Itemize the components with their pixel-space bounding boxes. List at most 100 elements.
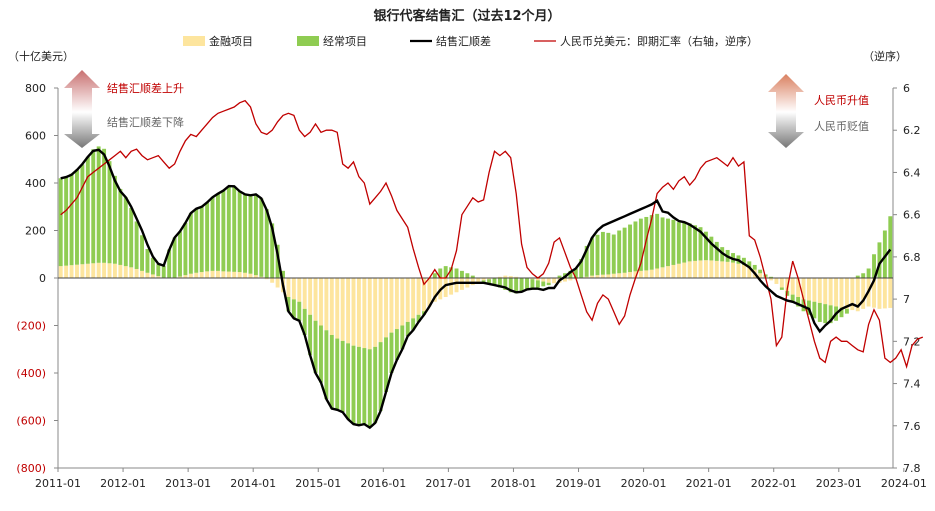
bar-financial: [373, 278, 378, 347]
legend-label-fx: 人民币兑美元：即期汇率（右轴，逆序）: [560, 34, 758, 48]
annotation-rmb: 人民币升值 人民币贬值: [768, 74, 869, 148]
bar-current: [579, 259, 584, 278]
bar-financial: [481, 278, 486, 281]
bar-financial: [91, 263, 96, 278]
bar-current: [622, 227, 627, 273]
bar-financial: [432, 278, 437, 302]
bar-financial: [823, 278, 828, 305]
bar-current: [226, 186, 231, 272]
bar-current: [346, 343, 351, 420]
bar-financial: [850, 278, 855, 311]
bar-current: [270, 223, 275, 278]
bar-current: [882, 230, 887, 278]
bar-current: [362, 348, 367, 425]
bar-current: [264, 209, 269, 278]
bar-financial: [693, 260, 698, 278]
bar-current: [508, 278, 513, 293]
bar-current: [140, 235, 144, 271]
bar-current: [319, 325, 323, 383]
arrow-up-icon: [768, 74, 804, 112]
bar-financial: [861, 278, 866, 309]
bar-financial: [834, 278, 839, 307]
bar-current: [438, 268, 443, 278]
bar-financial: [687, 261, 692, 278]
bar-current: [400, 325, 405, 350]
bar-financial: [514, 276, 519, 278]
bar-financial: [725, 261, 730, 278]
bar-financial: [774, 278, 779, 284]
bar-current: [519, 278, 524, 293]
bar-financial: [118, 264, 123, 278]
bar-current: [752, 264, 757, 270]
bar-current: [183, 222, 188, 276]
bar-financial: [205, 271, 210, 278]
bar-financial: [378, 278, 383, 343]
bar-financial: [313, 278, 318, 321]
bar-financial: [741, 264, 746, 278]
bar-current: [606, 232, 611, 275]
annotation-surplus-down: 结售汇顺差下降: [107, 115, 184, 129]
bar-current: [96, 146, 101, 263]
bar-financial: [503, 275, 508, 278]
bar-financial: [812, 278, 817, 302]
x-tick-label: 2020-01: [621, 477, 667, 490]
bar-current: [666, 218, 670, 267]
bar-current: [161, 265, 166, 278]
x-tick-label: 2018-01: [490, 477, 536, 490]
left-tick-label: (600): [16, 415, 46, 428]
bar-current: [286, 297, 291, 312]
bar-financial: [535, 278, 540, 281]
bar-current: [817, 302, 822, 322]
bar-financial: [259, 276, 264, 278]
arrow-down-icon: [768, 112, 804, 148]
bar-financial: [405, 278, 410, 322]
bar-current: [194, 208, 199, 273]
bar-financial: [112, 263, 117, 278]
bar-current: [872, 254, 876, 278]
series-fx-line: [60, 99, 924, 370]
x-tick-label: 2014-01: [230, 477, 276, 490]
bar-financial: [134, 268, 139, 278]
bar-financial: [422, 278, 426, 312]
bar-current: [828, 305, 833, 324]
left-tick-label: 200: [25, 225, 46, 238]
bar-current: [649, 215, 654, 270]
bar-current: [75, 169, 79, 265]
bar-current: [449, 267, 454, 278]
bar-financial: [183, 275, 188, 278]
bar-financial: [660, 267, 665, 278]
bar-current: [69, 173, 74, 266]
left-tick-label: (200): [16, 320, 46, 333]
bar-current: [378, 342, 383, 411]
bar-financial: [302, 278, 307, 309]
bar-current: [779, 287, 784, 290]
bar-financial: [882, 278, 887, 309]
bar-current: [514, 278, 519, 294]
bar-financial: [600, 274, 605, 278]
bar-current: [633, 221, 638, 272]
left-tick-label: 0: [39, 272, 46, 285]
bar-current: [188, 213, 193, 274]
bar-financial: [872, 278, 876, 308]
bar-financial: [226, 271, 231, 278]
bar-current: [145, 249, 150, 273]
bar-current: [384, 337, 388, 392]
bar-current: [150, 257, 155, 275]
bar-current: [58, 178, 63, 267]
bar-current: [747, 261, 752, 268]
bar-financial: [747, 267, 752, 278]
bar-financial: [150, 274, 155, 278]
right-axis-ticks: 6 6.2 6.4 6.6 6.8 7 7.2 7.4 7.6 7.8: [893, 82, 921, 475]
bar-financial: [703, 260, 708, 278]
bar-current: [178, 231, 182, 277]
arrow-down-icon: [64, 112, 100, 148]
bar-current: [291, 299, 296, 319]
bar-current: [80, 164, 85, 265]
bar-financial: [237, 272, 242, 278]
bar-financial: [140, 270, 144, 278]
bar-financial: [69, 265, 74, 278]
left-axis-ticks: 800 600 400 200 0 (200) (400) (600) (800): [16, 82, 58, 475]
bar-financial: [655, 268, 660, 278]
bar-current: [199, 206, 204, 273]
legend: 金融项目 经常项目 结售汇顺差 人民币兑美元：即期汇率（右轴，逆序）: [183, 34, 758, 48]
